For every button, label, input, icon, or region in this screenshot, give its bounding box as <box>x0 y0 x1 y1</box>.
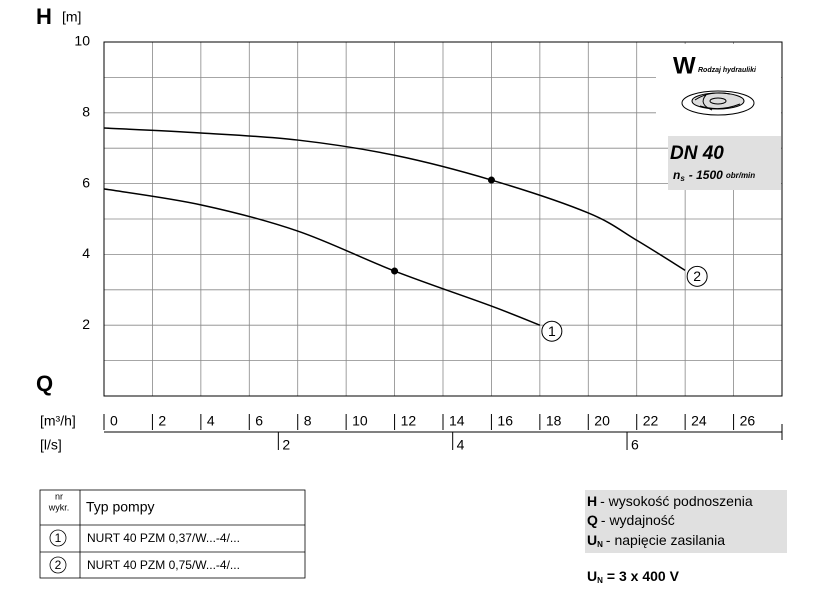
legend-item: H- wysokość podnoszenia <box>587 493 753 509</box>
y-axis-label: H <box>36 4 52 29</box>
x2-tick-label: 6 <box>631 437 639 453</box>
curve-point <box>487 176 495 184</box>
x2-axis-unit: [l/s] <box>40 437 62 453</box>
x-tick-label: 4 <box>207 413 215 429</box>
impeller-icon <box>681 90 755 116</box>
curves: 12 <box>103 127 708 342</box>
info-n: n <box>673 168 680 182</box>
y-tick-label: 4 <box>82 245 90 261</box>
x-axis-label: Q <box>36 371 53 396</box>
legend-symbol: H <box>587 493 597 509</box>
x-tick-label: 22 <box>643 413 659 429</box>
info-dn: DN 40 <box>670 143 724 164</box>
curve-label: 1 <box>548 323 556 339</box>
table-no-header-1: nr <box>55 491 63 501</box>
x-tick-label: 18 <box>546 413 562 429</box>
voltage-text: = 3 x 400 V <box>607 568 680 584</box>
x2-tick-label: 2 <box>282 437 290 453</box>
info-speed-line: ns - 1500 obr/min <box>673 168 755 183</box>
voltage-symbol: U <box>587 568 597 584</box>
x-tick-label: 26 <box>740 413 756 429</box>
legend-symbol: U <box>587 532 597 548</box>
plot-frame <box>103 41 783 397</box>
y-axis-unit: [m] <box>62 9 81 25</box>
voltage-sub: N <box>597 576 603 585</box>
legend-item: Q- wydajność <box>587 512 675 528</box>
legend-item: UN - napięcie zasilania <box>587 532 725 549</box>
legend-text: - napięcie zasilania <box>606 532 725 548</box>
curve-label-circle <box>686 265 708 287</box>
y-tick-label: 2 <box>82 316 90 332</box>
info-box-gray <box>668 136 781 190</box>
info-speed-unit: obr/min <box>726 171 755 180</box>
info-letter: W <box>673 52 696 79</box>
curve <box>103 188 541 326</box>
x-tick-label: 16 <box>497 413 513 429</box>
x2-tick-label: 4 <box>457 437 465 453</box>
curve-point <box>391 267 399 275</box>
legend-box <box>585 490 787 553</box>
info-speed: - 1500 <box>689 168 723 182</box>
voltage: UN = 3 x 400 V <box>587 568 680 585</box>
curve-label-circle <box>541 320 563 342</box>
curve <box>103 127 686 271</box>
x-axis-unit: [m³/h] <box>40 413 76 429</box>
y-tick-label: 6 <box>82 174 90 190</box>
table-row-type: NURT 40 PZM 0,37/W...-4/... <box>87 531 240 545</box>
x-tick-label: 8 <box>304 413 312 429</box>
y-tick-label: 10 <box>74 33 90 49</box>
pump-table <box>39 489 306 579</box>
table-row-no: 2 <box>55 558 62 572</box>
x-tick-label: 2 <box>158 413 166 429</box>
info-box <box>656 44 781 136</box>
legend-symbol: Q <box>587 512 598 528</box>
table-row-type: NURT 40 PZM 0,75/W...-4/... <box>87 558 240 572</box>
x-tick-label: 20 <box>594 413 610 429</box>
x-tick-label: 0 <box>110 413 118 429</box>
curve-label: 2 <box>693 268 701 284</box>
x-tick-label: 24 <box>691 413 707 429</box>
y-tick-label: 8 <box>82 104 90 120</box>
info-n-sub: s <box>680 174 685 183</box>
x-tick-label: 12 <box>401 413 417 429</box>
table-row-no: 1 <box>55 531 62 545</box>
legend-text: - wydajność <box>601 512 675 528</box>
table-type-header: Typ pompy <box>86 499 154 515</box>
x-tick-label: 10 <box>352 413 368 429</box>
table-no-header-2: wykr. <box>48 502 70 512</box>
info-caption: Rodzaj hydrauliki <box>698 67 757 74</box>
x-tick-label: 14 <box>449 413 465 429</box>
legend-text: - wysokość podnoszenia <box>600 493 753 509</box>
x-tick-label: 6 <box>255 413 263 429</box>
legend-sub: N <box>597 540 603 549</box>
